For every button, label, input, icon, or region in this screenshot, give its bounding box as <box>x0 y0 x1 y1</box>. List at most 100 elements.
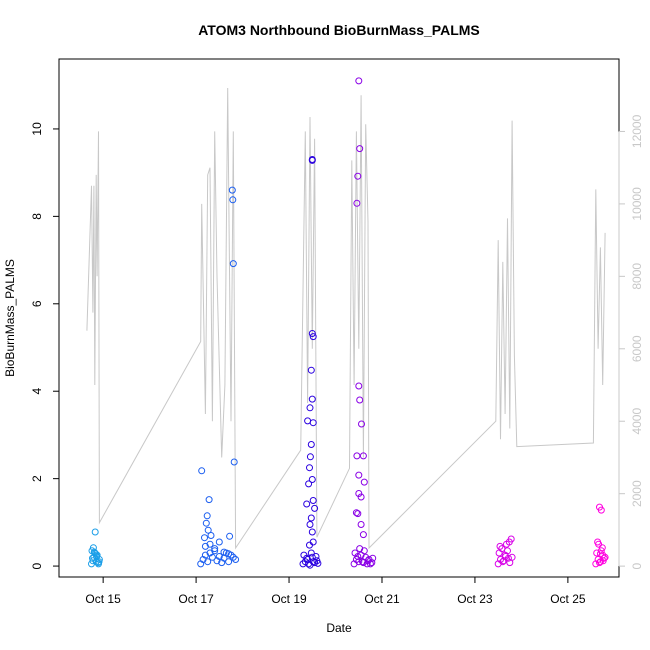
secondary-tick-label: 10000 <box>630 187 644 221</box>
data-point <box>353 199 361 207</box>
data-point <box>308 330 316 337</box>
data-point <box>352 509 360 517</box>
data-point <box>304 417 312 425</box>
data-point <box>358 420 365 428</box>
data-point <box>204 558 212 566</box>
data-point <box>307 366 315 374</box>
secondary-tick-label: 8000 <box>630 263 644 290</box>
data-point <box>354 553 362 560</box>
data-point <box>359 531 367 539</box>
data-point <box>496 542 504 550</box>
data-point <box>228 186 236 194</box>
data-point <box>90 548 98 556</box>
data-point <box>355 471 363 479</box>
y-tick-label: 10 <box>30 122 44 136</box>
data-point <box>207 532 215 539</box>
data-point <box>305 480 313 488</box>
data-point <box>601 553 609 561</box>
data-point <box>205 496 213 504</box>
data-point <box>354 172 362 180</box>
data-point <box>309 333 317 341</box>
data-point <box>309 558 317 566</box>
data-point <box>202 519 210 527</box>
data-point <box>229 196 237 204</box>
data-point <box>220 548 228 556</box>
y-tick-label: 0 <box>30 562 44 569</box>
data-point <box>229 553 237 561</box>
data-point <box>498 545 506 553</box>
data-point <box>229 260 237 268</box>
data-point <box>360 547 368 555</box>
data-point <box>497 556 504 563</box>
secondary-tick-label: 4000 <box>630 408 644 435</box>
data-point <box>353 452 361 460</box>
data-point <box>208 553 216 561</box>
data-point <box>308 476 316 483</box>
data-point <box>308 528 316 536</box>
secondary-tick-label: 12000 <box>630 114 644 148</box>
data-point <box>311 504 319 512</box>
secondary-series-layer <box>86 87 606 550</box>
data-point <box>215 553 223 560</box>
data-point <box>596 559 603 567</box>
data-point <box>355 382 363 390</box>
y-tick-label: 8 <box>30 213 44 220</box>
secondary-tick-label: 0 <box>630 562 644 569</box>
data-point <box>211 547 219 555</box>
y-tick-label: 6 <box>30 300 44 307</box>
data-point <box>499 558 507 566</box>
y-axis-label: BioBurnMass_PALMS <box>3 259 17 377</box>
x-axis-label: Date <box>326 621 352 635</box>
data-point <box>230 458 238 466</box>
data-point <box>354 510 362 518</box>
data-point <box>356 396 364 404</box>
data-point <box>226 532 234 540</box>
data-point <box>203 512 211 520</box>
x-tick-label: Oct 25 <box>550 592 586 606</box>
data-point <box>363 560 371 568</box>
points-layer <box>88 77 609 569</box>
data-point <box>225 558 233 566</box>
data-point <box>309 419 317 427</box>
data-point <box>232 556 240 563</box>
data-point <box>306 464 313 472</box>
x-tick-label: Oct 15 <box>85 592 121 606</box>
data-point <box>505 538 513 546</box>
data-point <box>91 528 99 536</box>
data-point <box>306 521 314 528</box>
data-point <box>360 478 368 486</box>
data-point <box>308 156 316 164</box>
data-point <box>306 404 314 412</box>
data-point <box>598 544 606 552</box>
data-point <box>502 553 510 560</box>
data-point <box>355 558 363 566</box>
data-point <box>595 540 603 548</box>
x-tick-label: Oct 21 <box>364 592 400 606</box>
data-point <box>306 541 313 549</box>
data-point <box>89 544 97 552</box>
y-tick-label: 2 <box>30 475 44 482</box>
data-point <box>314 559 322 567</box>
data-point <box>597 506 605 514</box>
data-point <box>312 553 320 560</box>
data-point <box>495 549 503 557</box>
data-point <box>95 558 103 566</box>
data-point <box>369 554 377 562</box>
data-point <box>215 538 223 546</box>
x-tick-label: Oct 19 <box>271 592 307 606</box>
data-point <box>597 547 605 555</box>
data-point <box>303 500 311 508</box>
data-point <box>307 549 315 557</box>
axes-layer: 0 2 4 6 8 10 Oct 15 Oct 17 Oct 19 Oct 21 Oct 23 Oct… <box>30 114 644 606</box>
data-point <box>201 534 208 542</box>
data-point <box>198 467 206 475</box>
secondary-series-line <box>86 87 606 550</box>
data-point <box>596 550 604 558</box>
y-tick-label: 4 <box>30 388 44 395</box>
data-point <box>359 452 367 460</box>
data-point <box>355 490 363 497</box>
data-point <box>508 553 516 561</box>
secondary-tick-label: 6000 <box>630 335 644 362</box>
secondary-tick-label: 2000 <box>630 480 644 507</box>
